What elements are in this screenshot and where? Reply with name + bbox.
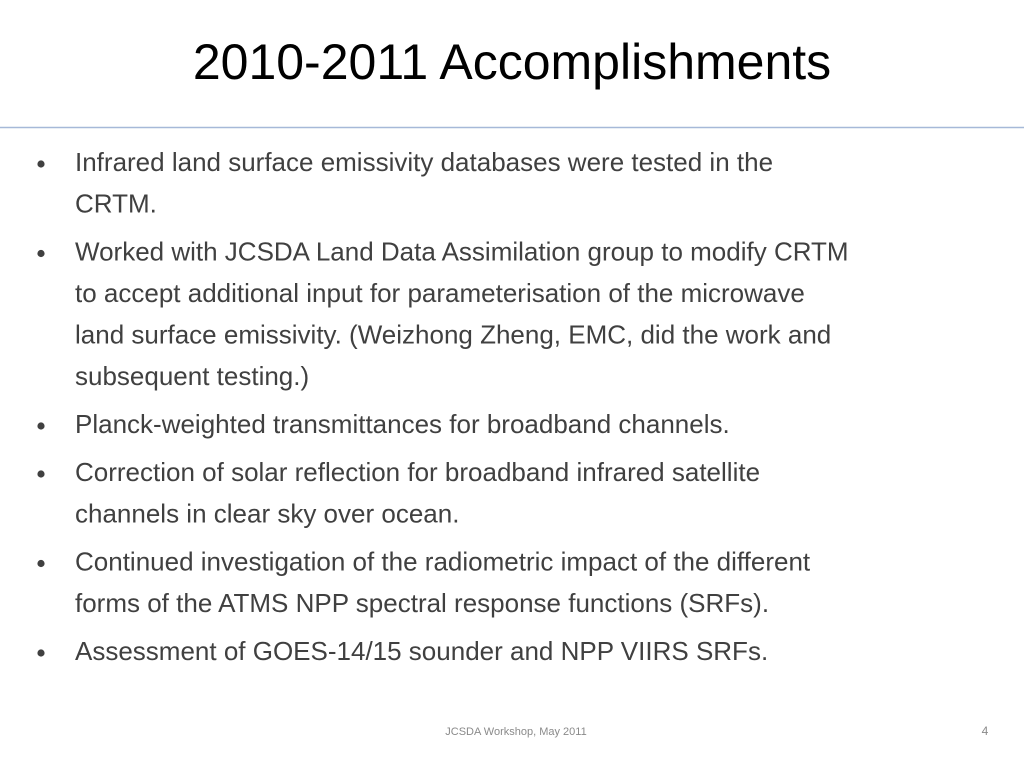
bullet-dot	[37, 559, 45, 568]
bullet-dot	[37, 470, 45, 478]
page-number: 4	[982, 724, 989, 738]
bullet-text: Planck-weighted transmittances for broad…	[75, 409, 730, 439]
bullet-dot	[37, 649, 45, 657]
bullet-text: Correction of solar reflection for broad…	[75, 457, 760, 487]
bullet-dot	[37, 422, 45, 430]
bullet-text: Infrared land surface emissivity databas…	[75, 147, 773, 177]
bullet-text: land surface emissivity. (Weizhong Zheng…	[75, 319, 831, 349]
slide-title: 2010-2011 Accomplishments	[193, 34, 831, 90]
bullet-dot	[37, 249, 45, 258]
bullet-text: Worked with JCSDA Land Data Assimilation…	[75, 236, 849, 266]
bullet-dot	[37, 160, 45, 168]
bullet-text: CRTM.	[75, 188, 157, 218]
footer-text: JCSDA Workshop, May 2011	[445, 726, 586, 738]
bullet-text: subsequent testing.)	[75, 361, 309, 391]
bullet-list: Infrared land surface emissivity databas…	[37, 147, 849, 666]
bullet-text: Continued investigation of the radiometr…	[75, 546, 811, 576]
bullet-text: Assessment of GOES-14/15 sounder and NPP…	[75, 636, 768, 666]
bullet-text: channels in clear sky over ocean.	[75, 498, 459, 528]
bullet-text: forms of the ATMS NPP spectral response …	[75, 588, 769, 618]
bullet-text: to accept additional input for parameter…	[75, 278, 805, 308]
